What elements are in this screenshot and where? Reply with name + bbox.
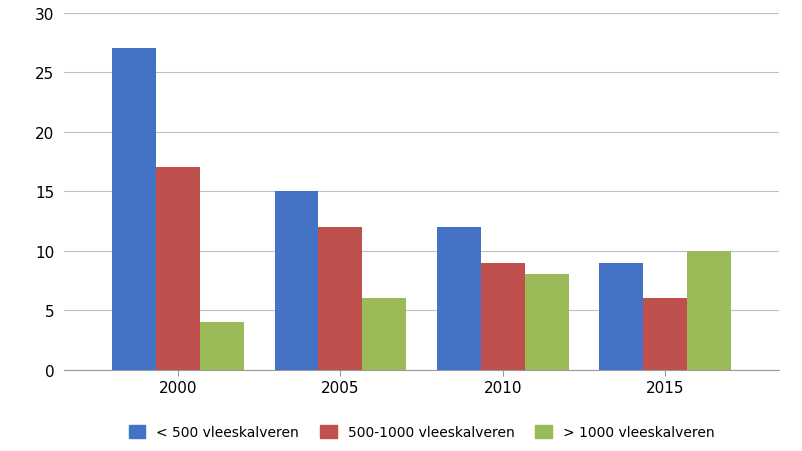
Bar [362,299,406,370]
Bar [200,322,244,370]
Bar [112,49,156,370]
Bar [642,299,687,370]
Legend: < 500 vleeskalveren, 500-1000 vleeskalveren, > 1000 vleeskalveren: < 500 vleeskalveren, 500-1000 vleeskalve… [123,420,719,445]
Bar [318,227,362,370]
Bar [436,227,480,370]
Bar [274,192,318,370]
Bar [524,275,568,370]
Bar [687,251,730,370]
Bar [598,263,642,370]
Bar [156,168,200,370]
Bar [480,263,524,370]
